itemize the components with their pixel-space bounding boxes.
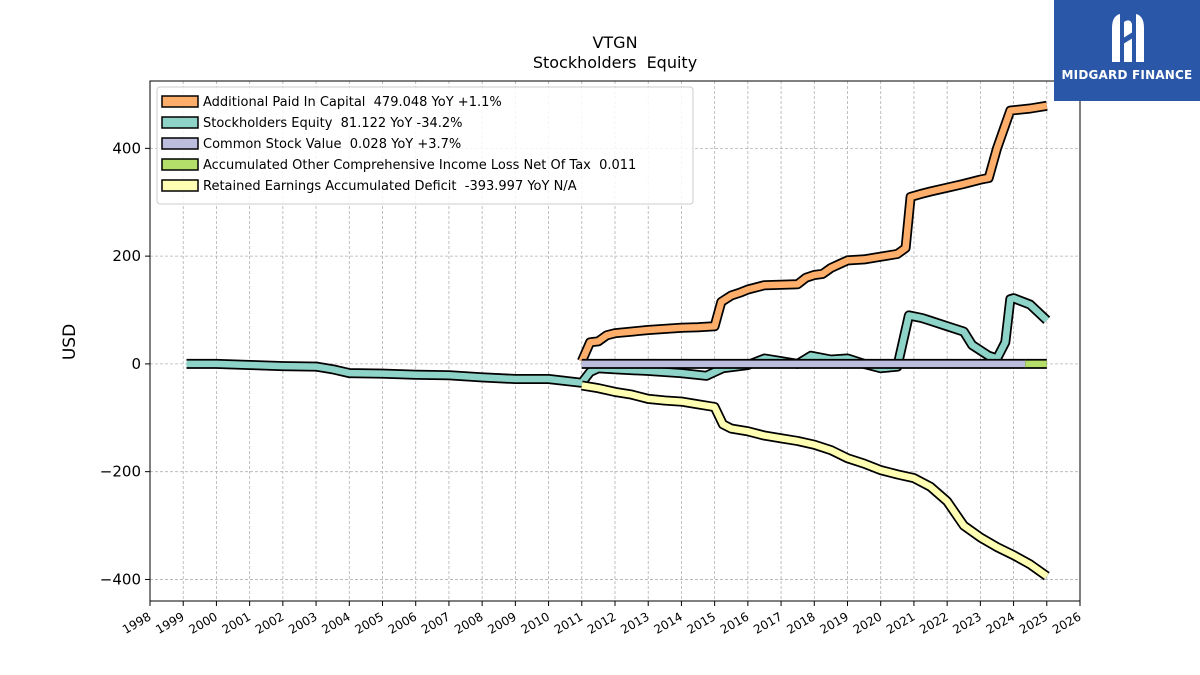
x-tick-label: 2009	[485, 609, 518, 636]
y-tick-label: 0	[131, 355, 141, 373]
x-tick-label: 2006	[386, 609, 419, 636]
y-axis: −400 −200 0 200 400	[100, 139, 150, 588]
legend-label: Retained Earnings Accumulated Deficit -3…	[203, 179, 577, 194]
brand-name: MIDGARD FINANCE	[1061, 68, 1193, 82]
x-tick-label: 2003	[286, 609, 319, 636]
x-tick-label: 2005	[353, 609, 386, 636]
y-tick-label: −200	[100, 463, 141, 481]
x-tick-label: 2002	[253, 609, 286, 636]
series-0	[577, 100, 1048, 364]
series-1	[186, 293, 1051, 388]
x-tick-label: 2014	[651, 609, 684, 636]
legend-swatch	[161, 179, 199, 192]
legend-label: Accumulated Other Comprehensive Income L…	[203, 158, 636, 173]
x-tick-label: 2013	[618, 609, 651, 636]
x-tick-label: 2020	[851, 609, 884, 636]
x-tick-label: 2012	[585, 609, 618, 636]
x-tick-label: 2004	[319, 609, 352, 636]
x-tick-label: 2008	[452, 609, 485, 636]
legend-label: Common Stock Value 0.028 YoY +3.7%	[203, 137, 461, 152]
y-tick-label: 200	[112, 247, 141, 265]
x-tick-label: 2007	[419, 609, 452, 636]
legend-box	[156, 86, 694, 205]
y-tick-label: 400	[112, 139, 141, 157]
legend: Additional Paid In Capital 479.048 YoY +…	[156, 86, 694, 205]
midgard-logo-icon	[1112, 14, 1144, 62]
legend-swatch	[161, 95, 199, 108]
x-tick-label: 1999	[153, 609, 186, 636]
x-tick-label: 1998	[120, 609, 153, 636]
chart-subtitle: Stockholders Equity	[533, 53, 697, 72]
x-tick-label: 2001	[220, 609, 253, 636]
x-tick-label: 2026	[1050, 609, 1083, 636]
legend-swatch	[161, 137, 199, 150]
x-tick-label: 2000	[186, 609, 219, 636]
x-tick-label: 2017	[751, 609, 784, 636]
x-tick-label: 2015	[685, 609, 718, 636]
x-tick-label: 2019	[818, 609, 851, 636]
legend-label: Additional Paid In Capital 479.048 YoY +…	[203, 95, 502, 110]
legend-swatch	[161, 116, 199, 129]
x-axis: 1998 1999 2000 2001 2002 2003 2004 2005 2006 2007…	[120, 601, 1084, 637]
series-line	[578, 102, 1048, 363]
y-axis-label: USD	[60, 324, 80, 360]
y-tick-label: −400	[100, 570, 141, 588]
series-line	[581, 382, 1049, 579]
legend-swatch	[161, 158, 199, 171]
x-tick-label: 2021	[884, 609, 917, 636]
x-tick-label: 2011	[552, 609, 585, 636]
x-tick-label: 2018	[784, 609, 817, 636]
x-tick-label: 2025	[1017, 609, 1050, 636]
series-layer	[186, 100, 1051, 581]
x-tick-label: 2022	[917, 609, 950, 636]
legend-label: Stockholders Equity 81.122 YoY -34.2%	[203, 116, 463, 131]
x-tick-label: 2016	[718, 609, 751, 636]
chart-title: VTGN	[592, 33, 637, 52]
series-4	[580, 380, 1050, 581]
x-tick-label: 2010	[519, 609, 552, 636]
x-tick-label: 2024	[984, 609, 1017, 636]
brand-logo: MIDGARD FINANCE	[1054, 0, 1200, 101]
x-tick-label: 2023	[950, 609, 983, 636]
